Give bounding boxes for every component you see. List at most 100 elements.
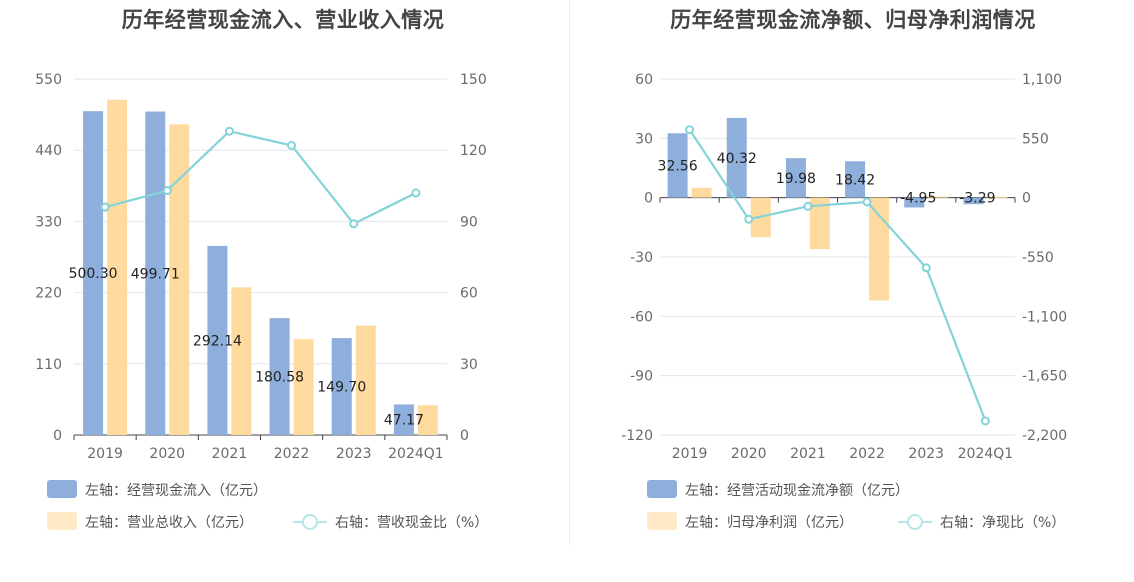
right-chart-svg: -120 -90 -60 -30 0 30 60 -2,200 -1,650 -1,100 -550… — [621, 72, 1067, 531]
line-point[interactable] — [287, 140, 297, 150]
legend-line-marker[interactable] — [302, 514, 318, 530]
legend-label[interactable]: 右轴：营收现金比（%） — [335, 515, 488, 531]
bar[interactable] — [107, 99, 128, 435]
bar[interactable] — [809, 197, 830, 250]
legend-swatch[interactable] — [47, 480, 77, 498]
line-point[interactable] — [224, 126, 234, 136]
x-axis-label: 2024Q1 — [958, 446, 1014, 462]
legend-label[interactable]: 左轴：经营现金流入（亿元） — [85, 483, 267, 499]
x-axis-label: 2023 — [336, 446, 372, 462]
line-point[interactable] — [685, 125, 695, 135]
bar[interactable] — [987, 196, 1008, 198]
bar[interactable] — [207, 245, 228, 435]
ratio-line — [688, 129, 987, 422]
x-axis-label: 2021 — [790, 446, 826, 462]
line-point[interactable] — [862, 197, 872, 207]
legend-label[interactable]: 左轴：营业总收入（亿元） — [85, 515, 253, 531]
right-axis-tick: 550 — [1022, 131, 1049, 147]
bar[interactable] — [231, 287, 252, 435]
x-axis-label: 2020 — [149, 446, 185, 462]
data-label: 292.14 — [193, 333, 242, 349]
left-axis-tick: -90 — [630, 369, 653, 385]
data-label: 500.30 — [69, 266, 118, 282]
bar[interactable] — [845, 161, 866, 198]
right-axis-tick: 1,100 — [1022, 72, 1062, 88]
left-axis-tick: 0 — [53, 428, 62, 444]
bar[interactable] — [393, 404, 414, 435]
legend-label[interactable]: 左轴：归母净利润（亿元） — [685, 514, 853, 531]
line-point[interactable] — [411, 188, 421, 198]
line-point[interactable] — [349, 219, 359, 229]
bar[interactable] — [269, 318, 290, 435]
line-point[interactable] — [980, 416, 990, 426]
right-axis-tick: 0 — [460, 428, 469, 444]
left-axis-tick: -60 — [630, 309, 653, 325]
bar[interactable] — [904, 197, 925, 208]
right-axis-tick: -550 — [1022, 250, 1054, 266]
data-label: 40.32 — [717, 151, 757, 167]
ratio-line — [104, 130, 417, 226]
legend-label[interactable]: 左轴：经营活动现金流净额（亿元） — [685, 483, 909, 499]
bar[interactable] — [691, 187, 712, 198]
x-axis-label: 2022 — [274, 446, 310, 462]
right-axis-tick: -1,650 — [1022, 369, 1067, 385]
legend-line-marker[interactable] — [907, 514, 923, 530]
left-axis-tick: -30 — [630, 250, 653, 266]
bar[interactable] — [417, 405, 438, 435]
chart-title: 历年经营现金流净额、归母净利润情况 — [670, 8, 1036, 32]
right-axis-tick: 60 — [460, 286, 478, 302]
left-axis-tick: 0 — [644, 191, 653, 207]
legend-swatch[interactable] — [47, 512, 77, 530]
line-point[interactable] — [921, 263, 931, 273]
bar[interactable] — [83, 111, 104, 435]
data-label: 180.58 — [255, 370, 304, 386]
line-point[interactable] — [803, 201, 813, 211]
right-axis-tick: 30 — [460, 357, 478, 373]
left-chart-svg: 0 110 220 330 440 550 0 30 60 90 120 150 2019 2020 202… — [35, 72, 488, 531]
data-label: 149.70 — [317, 380, 366, 396]
bar[interactable] — [726, 117, 747, 198]
x-axis-label: 2021 — [212, 446, 248, 462]
bar[interactable] — [869, 197, 890, 301]
chart-title: 历年经营现金流入、营业收入情况 — [121, 8, 445, 32]
bar[interactable] — [169, 124, 190, 436]
left-axis-tick: 220 — [35, 286, 62, 302]
left-axis-tick: 330 — [35, 214, 62, 230]
right-axis-tick: 0 — [1022, 191, 1031, 207]
bar[interactable] — [331, 338, 352, 435]
line-point[interactable] — [162, 186, 172, 196]
left-axis-tick: 110 — [35, 357, 62, 373]
x-axis-label: 2020 — [731, 446, 767, 462]
right-axis-tick: -2,200 — [1022, 428, 1067, 444]
data-label: 19.98 — [776, 171, 816, 187]
bar[interactable] — [355, 325, 376, 435]
legend-swatch[interactable] — [647, 512, 677, 530]
bar[interactable] — [667, 133, 688, 198]
x-axis-label: 2022 — [849, 446, 885, 462]
legend-swatch[interactable] — [647, 480, 677, 498]
left-axis-tick: 30 — [635, 131, 653, 147]
right-axis-tick: 150 — [460, 72, 487, 88]
right-axis-tick: 90 — [460, 214, 478, 230]
left-axis-tick: 440 — [35, 143, 62, 159]
left-axis-tick: 550 — [35, 72, 62, 88]
line-point[interactable] — [744, 214, 754, 224]
right-chart-panel: 历年经营现金流净额、归母净利润情况 -120 -90 -60 -30 0 30 60 -2,2… — [572, 0, 1134, 582]
data-label: 32.56 — [658, 158, 698, 174]
bar[interactable] — [963, 197, 984, 205]
left-axis-tick: -120 — [621, 428, 653, 444]
panel-divider — [569, 0, 570, 545]
data-label: -4.95 — [900, 191, 936, 207]
x-axis-label: 2024Q1 — [388, 446, 444, 462]
left-chart-panel: 历年经营现金流入、营业收入情况 0 110 220 330 440 550 0 30 60 90 1… — [0, 0, 566, 582]
x-axis-label: 2023 — [908, 446, 944, 462]
line-point[interactable] — [100, 202, 110, 212]
data-label: 499.71 — [131, 266, 180, 282]
legend-label[interactable]: 右轴：净现比（%） — [940, 515, 1065, 531]
bar[interactable] — [928, 196, 949, 198]
bar[interactable] — [293, 339, 314, 435]
right-axis-tick: -1,100 — [1022, 309, 1067, 325]
left-axis-tick: 60 — [635, 72, 653, 88]
x-axis-label: 2019 — [87, 446, 123, 462]
bar[interactable] — [785, 158, 806, 198]
